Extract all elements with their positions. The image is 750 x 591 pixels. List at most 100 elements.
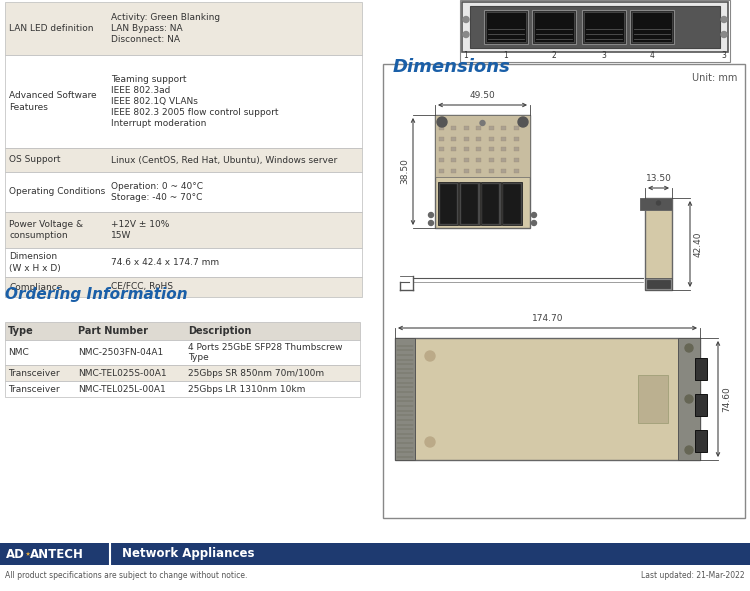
Text: Compliance: Compliance xyxy=(9,282,62,291)
Bar xyxy=(514,126,518,130)
Text: 2: 2 xyxy=(551,51,556,60)
Bar xyxy=(632,12,672,42)
Circle shape xyxy=(425,351,435,361)
Text: Activity: Green Blanking
LAN Bypass: NA
Disconnect: NA: Activity: Green Blanking LAN Bypass: NA … xyxy=(111,13,220,44)
Circle shape xyxy=(685,395,693,403)
Text: Network Appliances: Network Appliances xyxy=(122,547,254,560)
Bar xyxy=(5,322,360,340)
Text: +12V ± 10%
15W: +12V ± 10% 15W xyxy=(111,220,170,240)
Text: ⋆: ⋆ xyxy=(24,549,30,559)
Bar xyxy=(638,375,668,423)
Text: NMC-2503FN-04A1: NMC-2503FN-04A1 xyxy=(78,348,164,357)
Bar xyxy=(482,184,500,223)
Bar xyxy=(501,148,506,151)
Bar xyxy=(695,358,707,380)
Bar xyxy=(695,430,707,452)
Circle shape xyxy=(656,201,661,205)
Bar xyxy=(645,278,672,290)
Text: 74.6 x 42.4 x 174.7 mm: 74.6 x 42.4 x 174.7 mm xyxy=(111,258,219,267)
Circle shape xyxy=(428,213,433,217)
Text: Unit: mm: Unit: mm xyxy=(692,73,737,83)
Text: Power Voltage &
consumption: Power Voltage & consumption xyxy=(9,220,83,240)
Bar xyxy=(439,137,444,141)
Text: 4 Ports 25GbE SFP28 Thumbscrew
Type: 4 Ports 25GbE SFP28 Thumbscrew Type xyxy=(188,343,343,362)
Circle shape xyxy=(518,117,528,127)
Bar xyxy=(481,182,501,225)
Text: 4: 4 xyxy=(650,51,655,60)
Bar xyxy=(501,137,506,141)
Bar xyxy=(464,169,469,173)
Circle shape xyxy=(463,31,469,37)
Bar xyxy=(584,12,624,42)
Bar xyxy=(462,2,728,52)
Bar xyxy=(489,169,494,173)
Bar xyxy=(5,148,362,172)
Bar xyxy=(5,365,360,381)
Text: All product specifications are subject to change without notice.: All product specifications are subject t… xyxy=(5,570,248,580)
Text: Last updated: 21-Mar-2022: Last updated: 21-Mar-2022 xyxy=(641,570,745,580)
Bar xyxy=(452,137,457,141)
Bar xyxy=(476,158,482,163)
Circle shape xyxy=(685,446,693,454)
Bar xyxy=(5,381,360,397)
Bar xyxy=(452,148,457,151)
Circle shape xyxy=(463,17,469,22)
Circle shape xyxy=(425,437,435,447)
Text: Transceiver: Transceiver xyxy=(8,369,60,378)
Bar xyxy=(489,148,494,151)
Bar xyxy=(5,248,362,277)
Bar xyxy=(464,158,469,163)
Text: Dimension
(W x H x D): Dimension (W x H x D) xyxy=(9,252,61,272)
Bar xyxy=(435,115,530,228)
Circle shape xyxy=(428,220,433,226)
Bar xyxy=(503,184,520,223)
Bar xyxy=(489,137,494,141)
Bar xyxy=(459,182,479,225)
Bar xyxy=(501,158,506,163)
Bar xyxy=(489,158,494,163)
Text: Transceiver: Transceiver xyxy=(8,385,60,394)
Bar xyxy=(534,12,574,42)
Bar xyxy=(678,338,700,460)
Text: 1: 1 xyxy=(504,51,509,60)
Bar xyxy=(435,115,530,177)
Text: Operating Conditions: Operating Conditions xyxy=(9,187,105,196)
Bar xyxy=(5,2,362,55)
Bar xyxy=(630,10,674,44)
Bar xyxy=(452,169,457,173)
Text: Operation: 0 ~ 40°C
Storage: -40 ~ 70°C: Operation: 0 ~ 40°C Storage: -40 ~ 70°C xyxy=(111,182,203,202)
Bar xyxy=(439,148,444,151)
Bar xyxy=(464,137,469,141)
Text: 3: 3 xyxy=(722,51,727,60)
Bar xyxy=(476,137,482,141)
Bar xyxy=(464,148,469,151)
Bar xyxy=(460,184,478,223)
Bar xyxy=(486,12,526,42)
Text: 38.50: 38.50 xyxy=(400,158,409,184)
Bar xyxy=(440,184,457,223)
Bar xyxy=(438,182,458,225)
Bar xyxy=(532,10,576,44)
Bar xyxy=(647,280,670,288)
Bar xyxy=(501,126,506,130)
Bar xyxy=(476,126,482,130)
Text: 25Gbps SR 850nm 70m/100m: 25Gbps SR 850nm 70m/100m xyxy=(188,369,324,378)
Bar xyxy=(476,148,482,151)
Circle shape xyxy=(721,17,727,22)
Circle shape xyxy=(532,213,536,217)
Bar xyxy=(395,338,700,460)
Bar xyxy=(640,198,672,210)
Bar xyxy=(464,126,469,130)
Text: NMC-TEL025S-00A1: NMC-TEL025S-00A1 xyxy=(78,369,166,378)
Bar xyxy=(395,338,415,460)
Bar xyxy=(0,543,110,565)
Bar xyxy=(439,126,444,130)
Bar xyxy=(5,172,362,212)
Text: OS Support: OS Support xyxy=(9,155,61,164)
Text: 25Gbps LR 1310nm 10km: 25Gbps LR 1310nm 10km xyxy=(188,385,305,394)
Bar xyxy=(514,169,518,173)
Circle shape xyxy=(532,220,536,226)
Bar xyxy=(502,182,522,225)
Circle shape xyxy=(721,31,727,37)
Bar xyxy=(470,6,720,48)
